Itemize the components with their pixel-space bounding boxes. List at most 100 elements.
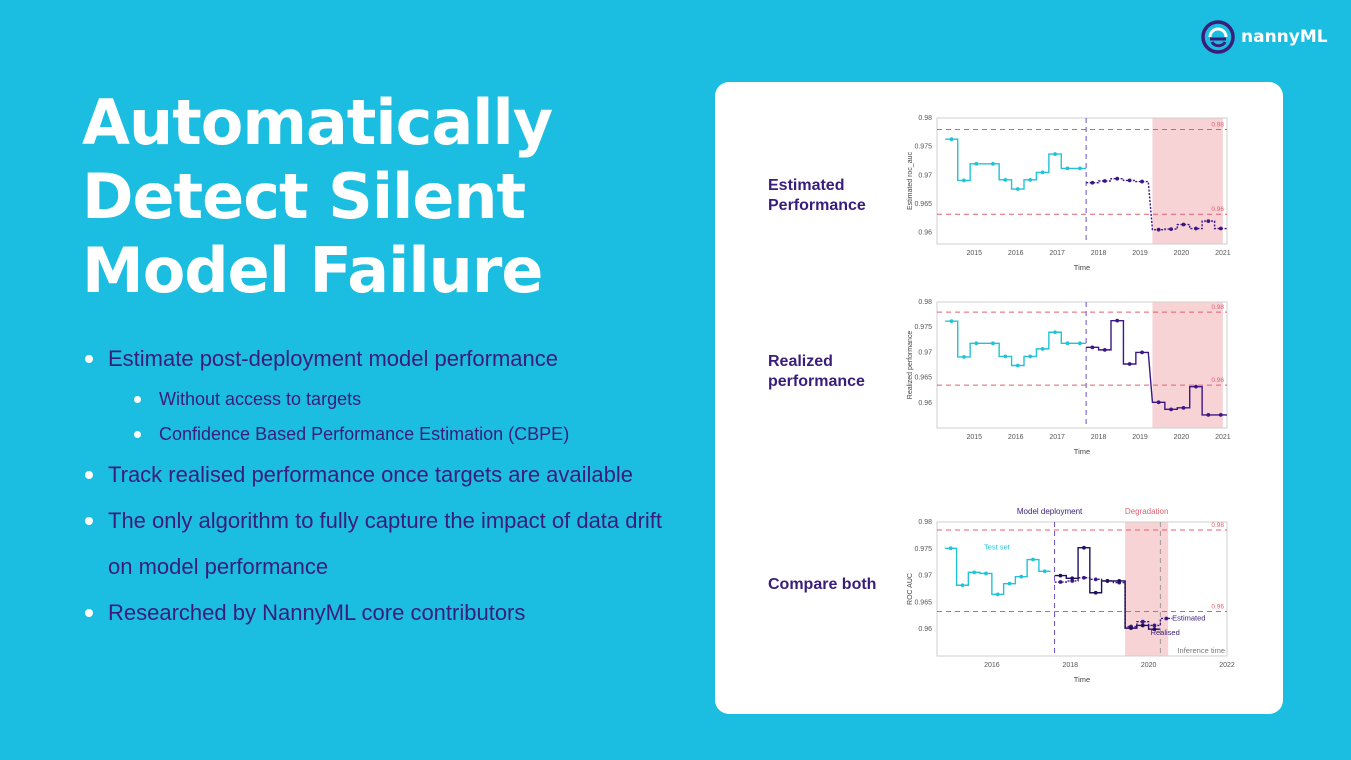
upper-threshold-label: 0.98 [1211, 121, 1224, 128]
x-tick-label: 2021 [1215, 250, 1231, 257]
realised-data-point [1152, 627, 1157, 632]
reference-data-point [995, 592, 1000, 597]
realised-data-point [1058, 573, 1063, 578]
reference-data-point [1028, 177, 1033, 182]
title-line-3: Model Failure [82, 234, 543, 307]
analysis-data-point [1140, 179, 1144, 184]
x-axis-label: Time [1074, 447, 1090, 456]
reference-data-point [949, 319, 954, 324]
analysis-data-point [1218, 226, 1223, 231]
realised-data-point [1129, 626, 1133, 631]
analysis-data-point [1194, 384, 1198, 389]
reference-data-point [1065, 341, 1070, 346]
y-tick-label: 0.975 [914, 324, 932, 331]
y-tick-label: 0.97 [918, 349, 932, 356]
x-tick-label: 2017 [1049, 250, 1065, 257]
y-tick-label: 0.97 [918, 172, 932, 179]
x-tick-label: 2016 [984, 662, 1000, 669]
realised-series-line [1054, 547, 1161, 630]
analysis-data-point [1169, 407, 1173, 412]
analysis-data-point [1156, 227, 1161, 232]
estimated-data-point [1093, 577, 1098, 582]
reference-data-point [1028, 354, 1033, 359]
x-axis-label: Time [1074, 263, 1090, 272]
analysis-data-point [1127, 178, 1132, 183]
plot-frame [936, 301, 1228, 429]
reference-data-point [1053, 152, 1057, 156]
y-tick-label: 0.975 [914, 546, 932, 553]
y-tick-label: 0.96 [918, 626, 932, 633]
x-tick-label: 2021 [1215, 434, 1231, 441]
reference-data-point [1065, 166, 1070, 171]
x-tick-label: 2016 [1008, 434, 1024, 441]
estimated-data-point [1140, 619, 1145, 624]
y-tick-label: 0.975 [914, 144, 932, 151]
analysis-data-point [1090, 180, 1095, 185]
realised-data-point [1140, 623, 1145, 628]
x-tick-label: 2016 [1008, 250, 1024, 257]
degradation-band [1152, 302, 1223, 428]
estimated-data-point [1082, 575, 1086, 580]
x-tick-label: 2020 [1174, 434, 1190, 441]
reference-data-point [1019, 574, 1024, 579]
reference-data-point [1078, 166, 1082, 171]
realised-data-point [1070, 576, 1075, 581]
deployment-annotation: Model deployment [1017, 507, 1083, 516]
analysis-data-point [1218, 412, 1223, 417]
bullet-only-algorithm: The only algorithm to fully capture the … [82, 498, 682, 590]
y-tick-label: 0.96 [918, 230, 932, 237]
reference-data-point [974, 161, 979, 166]
title-line-2: Detect Silent [82, 160, 526, 233]
realised-data-point [1082, 545, 1086, 550]
realized-performance-chart: 0.98 0.96 0.98 0.975 0.97 0.965 0.96 2015 2016 20… [907, 299, 1231, 456]
reference-series-line [945, 320, 1087, 367]
plot-frame [936, 521, 1228, 657]
analysis-data-point [1090, 345, 1095, 350]
x-tick-label: 2018 [1091, 250, 1107, 257]
realised-annotation: Realised [1151, 628, 1180, 637]
y-axis-label: Realized performance [907, 331, 914, 400]
reference-data-point [1042, 569, 1047, 574]
y-tick-label: 0.98 [918, 299, 932, 306]
y-tick-label: 0.965 [914, 599, 932, 606]
bullet-estimate: Estimate post-deployment model performan… [82, 336, 682, 382]
analysis-data-point [1181, 222, 1186, 227]
bullet-list: Estimate post-deployment model performan… [82, 336, 682, 636]
analysis-data-point [1140, 350, 1144, 355]
realised-data-point [1093, 590, 1098, 595]
reference-data-point [1003, 354, 1008, 359]
bullet-track-realised: Track realised performance once targets … [82, 452, 682, 498]
y-axis-label: Estimated roc_auc [907, 152, 914, 210]
analysis-data-point [1127, 362, 1132, 366]
slide-title: Automatically Detect Silent Model Failur… [82, 86, 553, 308]
compare-both-label: Compare both [768, 576, 877, 593]
reference-data-point [1053, 330, 1057, 335]
nannyml-logo: nannyML [1201, 20, 1328, 54]
estimated-data-point [1070, 579, 1075, 583]
upper-threshold-label: 0.98 [1211, 304, 1224, 311]
title-line-1: Automatically [82, 86, 553, 159]
bullet-without-targets: Without access to targets [82, 382, 682, 417]
y-tick-label: 0.965 [914, 375, 932, 382]
estimated-data-point [1058, 580, 1063, 584]
bullet-researched: Researched by NannyML core contributors [82, 590, 682, 636]
reference-data-point [972, 570, 977, 575]
analysis-data-point [1181, 405, 1186, 410]
realised-data-point [1105, 579, 1110, 583]
analysis-data-point [1156, 400, 1161, 405]
x-tick-label: 2017 [1049, 434, 1065, 441]
x-tick-label: 2015 [966, 250, 982, 257]
reference-series-line [944, 547, 1051, 596]
realised-data-point [1117, 579, 1122, 583]
bullet-cbpe: Confidence Based Performance Estimation … [82, 417, 682, 452]
x-tick-label: 2019 [1132, 250, 1148, 257]
lower-threshold-label: 0.96 [1211, 206, 1224, 213]
test-set-annotation: Test set [984, 542, 1011, 551]
y-tick-label: 0.96 [918, 400, 932, 407]
reference-data-point [1007, 581, 1012, 586]
reference-data-point [1031, 557, 1035, 562]
reference-data-point [948, 546, 953, 551]
x-tick-label: 2018 [1091, 434, 1107, 441]
reference-series-line [945, 138, 1087, 190]
reference-data-point [1003, 177, 1008, 182]
